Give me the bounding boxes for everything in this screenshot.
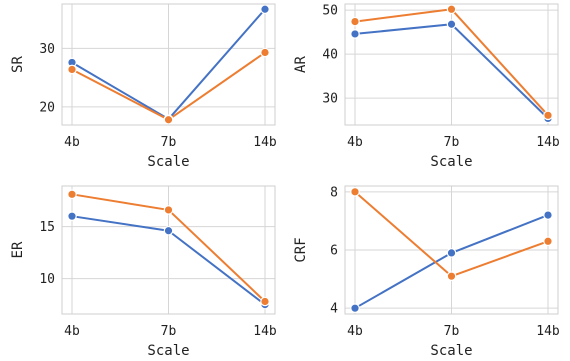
- x-axis-label: Scale: [147, 154, 189, 170]
- data-point: [446, 19, 457, 30]
- subplot-ar: 30 40 50 4b 7b 14b Scale AR: [293, 3, 560, 170]
- data-point: [163, 205, 174, 215]
- y-tick-label: 30: [39, 42, 55, 57]
- y-axis-label: SR: [10, 56, 26, 73]
- y-tick-label: 4: [330, 302, 338, 317]
- y-tick-label: 40: [322, 48, 338, 63]
- x-axis-label: Scale: [430, 154, 472, 170]
- data-point: [350, 16, 360, 27]
- y-axis-label: ER: [10, 241, 26, 258]
- plot-frame: [344, 3, 559, 126]
- x-axis-label: Scale: [147, 343, 189, 359]
- data-point: [163, 114, 174, 125]
- x-axis-label: Scale: [430, 343, 472, 359]
- data-point: [350, 303, 360, 313]
- y-tick-label: 6: [330, 244, 338, 259]
- x-tick-label: 4b: [347, 324, 363, 339]
- subplot-sr: 20 30 4b 7b 14b Scale SR: [10, 3, 277, 170]
- x-tick-label: 7b: [161, 135, 177, 150]
- data-point: [67, 211, 77, 221]
- data-point: [350, 187, 360, 197]
- x-tick-label: 4b: [347, 135, 363, 150]
- data-point: [260, 296, 270, 307]
- data-point: [543, 236, 553, 247]
- y-tick-label: 20: [39, 100, 55, 115]
- data-point: [446, 4, 457, 15]
- data-point: [446, 271, 457, 281]
- y-axis-label: CRF: [293, 237, 309, 262]
- y-tick-label: 30: [322, 92, 338, 107]
- subplot-crf: 4 6 8 4b 7b 14b Scale CRF: [293, 185, 560, 359]
- data-point: [67, 189, 77, 200]
- data-point: [543, 210, 553, 220]
- x-tick-label: 7b: [444, 324, 460, 339]
- x-tick-label: 4b: [64, 135, 80, 150]
- x-tick-label: 14b: [253, 324, 277, 339]
- plot-frame: [61, 185, 276, 315]
- y-axis-label: AR: [293, 56, 309, 73]
- data-point: [543, 110, 553, 121]
- x-tick-label: 14b: [536, 135, 560, 150]
- plot-frame: [61, 3, 276, 126]
- data-point: [260, 4, 270, 15]
- data-point: [350, 29, 360, 39]
- x-tick-label: 7b: [161, 324, 177, 339]
- y-tick-label: 10: [39, 272, 55, 287]
- data-point: [163, 225, 174, 236]
- y-tick-label: 8: [330, 185, 338, 200]
- x-tick-label: 14b: [253, 135, 277, 150]
- y-tick-label: 15: [39, 220, 55, 235]
- x-tick-label: 14b: [536, 324, 560, 339]
- plot-frame: [344, 185, 559, 315]
- data-point: [67, 64, 77, 75]
- y-tick-label: 50: [322, 4, 338, 19]
- x-tick-label: 7b: [444, 135, 460, 150]
- x-tick-label: 4b: [64, 324, 80, 339]
- subplot-er: 10 15 4b 7b 14b Scale ER: [10, 185, 277, 359]
- data-point: [260, 47, 270, 58]
- data-point: [446, 248, 457, 258]
